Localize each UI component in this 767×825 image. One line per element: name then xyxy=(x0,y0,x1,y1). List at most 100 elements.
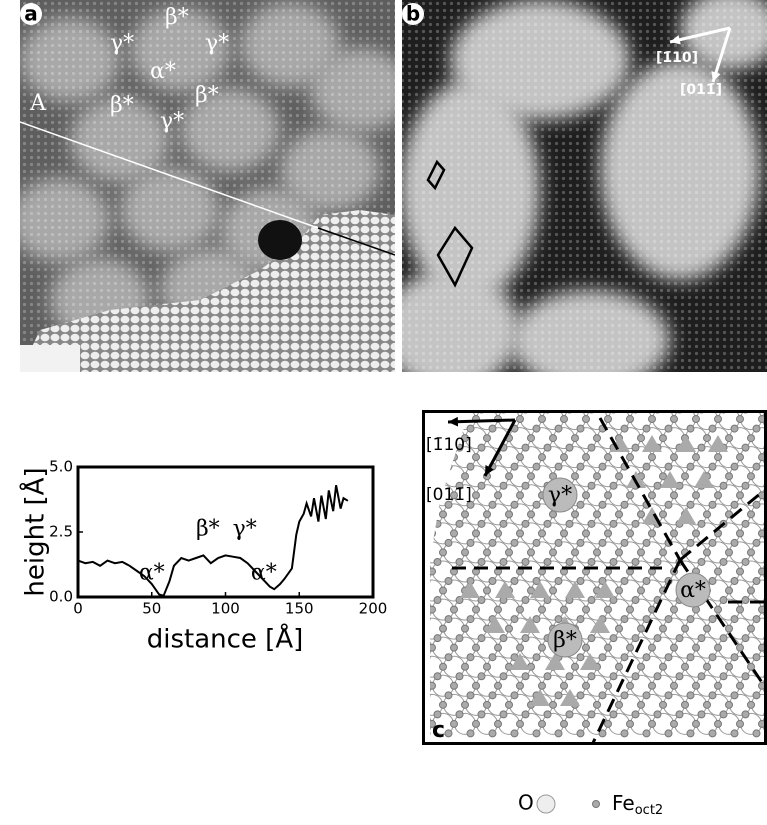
iron-atom xyxy=(665,463,672,470)
iron-atom xyxy=(489,577,496,584)
iron-atom xyxy=(561,682,568,689)
iron-atom xyxy=(390,520,397,527)
iron-atom xyxy=(407,720,414,727)
iron-atom xyxy=(682,397,689,404)
iron-atom xyxy=(660,511,667,518)
iron-atom xyxy=(456,673,463,680)
iron-atom xyxy=(660,397,667,404)
iron-atom xyxy=(709,501,716,508)
iron-atom xyxy=(676,711,683,718)
oxygen-atom xyxy=(642,390,663,411)
iron-atom xyxy=(671,682,678,689)
iron-atom xyxy=(517,530,524,537)
iron-atom xyxy=(522,635,529,642)
oxygen-atom xyxy=(444,390,465,411)
iron-atom xyxy=(649,682,656,689)
iron-atom xyxy=(753,501,760,508)
oxygen-atom xyxy=(576,390,597,411)
oxygen-atom xyxy=(510,390,531,411)
iron-atom xyxy=(533,539,540,546)
oxygen-atom xyxy=(620,390,641,411)
iron-atom xyxy=(550,435,557,442)
iron-atom xyxy=(566,444,573,451)
iron-atom xyxy=(401,730,408,737)
iron-atom xyxy=(407,416,414,423)
site-label: β* xyxy=(195,83,219,108)
iron-atom xyxy=(561,416,568,423)
iron-atom xyxy=(511,616,518,623)
oxygen-atom xyxy=(488,390,509,411)
iron-atom xyxy=(500,711,507,718)
iron-atom xyxy=(577,616,584,623)
oxygen-atom xyxy=(400,694,421,715)
iron-atom xyxy=(583,682,590,689)
iron-atom xyxy=(748,473,755,480)
iron-atom xyxy=(401,616,408,623)
iron-atom xyxy=(671,416,678,423)
iron-atom xyxy=(665,654,672,661)
site-label: γ* xyxy=(205,31,229,56)
iron-atom xyxy=(665,501,672,508)
iron-atom xyxy=(401,463,408,470)
iron-atom xyxy=(462,511,469,518)
iron-atom xyxy=(528,511,535,518)
iron-atom xyxy=(704,549,711,556)
iron-atom xyxy=(484,511,491,518)
iron-atom xyxy=(500,558,507,565)
annotation: α* xyxy=(251,561,277,586)
panel-label: b xyxy=(406,2,420,26)
iron-atom xyxy=(748,587,755,594)
iron-atom xyxy=(440,663,447,670)
iron-atom xyxy=(616,701,623,708)
y-tick-label: 0.0 xyxy=(49,588,73,606)
iron-atom xyxy=(478,635,485,642)
iron-atom xyxy=(654,673,661,680)
iron-atom xyxy=(484,587,491,594)
iron-atom xyxy=(731,692,738,699)
iron-atom xyxy=(616,625,623,632)
iron-atom xyxy=(638,435,645,442)
iron-atom xyxy=(572,435,579,442)
site-label: β* xyxy=(553,628,577,653)
iron-atom xyxy=(748,397,755,404)
iron-atom xyxy=(610,558,617,565)
iron-atom xyxy=(698,444,705,451)
iron-atom xyxy=(726,435,733,442)
iron-atom xyxy=(627,492,634,499)
iron-atom xyxy=(742,558,749,565)
iron-atom xyxy=(654,711,661,718)
iron-atom xyxy=(539,416,546,423)
iron-atom xyxy=(709,425,716,432)
iron-atom xyxy=(412,711,419,718)
annotation: α* xyxy=(139,561,165,586)
direction-label: [1̄10] xyxy=(656,50,698,66)
iron-atom xyxy=(440,397,447,404)
iron-atom xyxy=(401,501,408,508)
iron-atom xyxy=(720,597,727,604)
iron-atom xyxy=(533,654,540,661)
oxygen-atom xyxy=(400,466,421,487)
iron-atom xyxy=(731,463,738,470)
iron-atom xyxy=(407,568,414,575)
direction-arrow xyxy=(448,420,515,422)
iron-atom xyxy=(434,635,441,642)
iron-atom xyxy=(720,673,727,680)
iron-atom xyxy=(572,397,579,404)
iron-atom xyxy=(621,577,628,584)
iron-atom xyxy=(737,568,744,575)
iron-atom xyxy=(737,606,744,613)
iron-atom xyxy=(555,577,562,584)
iron-atom xyxy=(660,625,667,632)
line-label: A xyxy=(29,91,47,116)
iron-atom xyxy=(660,435,667,442)
iron-atom xyxy=(737,454,744,461)
iron-atom xyxy=(484,663,491,670)
direction-label: [011̄] xyxy=(680,82,722,98)
iron-atom xyxy=(401,654,408,661)
iron-atom xyxy=(610,673,617,680)
legend-label: O xyxy=(518,791,534,815)
iron-atom xyxy=(627,720,634,727)
iron-atom xyxy=(473,606,480,613)
x-tick-label: 50 xyxy=(142,600,161,618)
iron-atom xyxy=(632,558,639,565)
